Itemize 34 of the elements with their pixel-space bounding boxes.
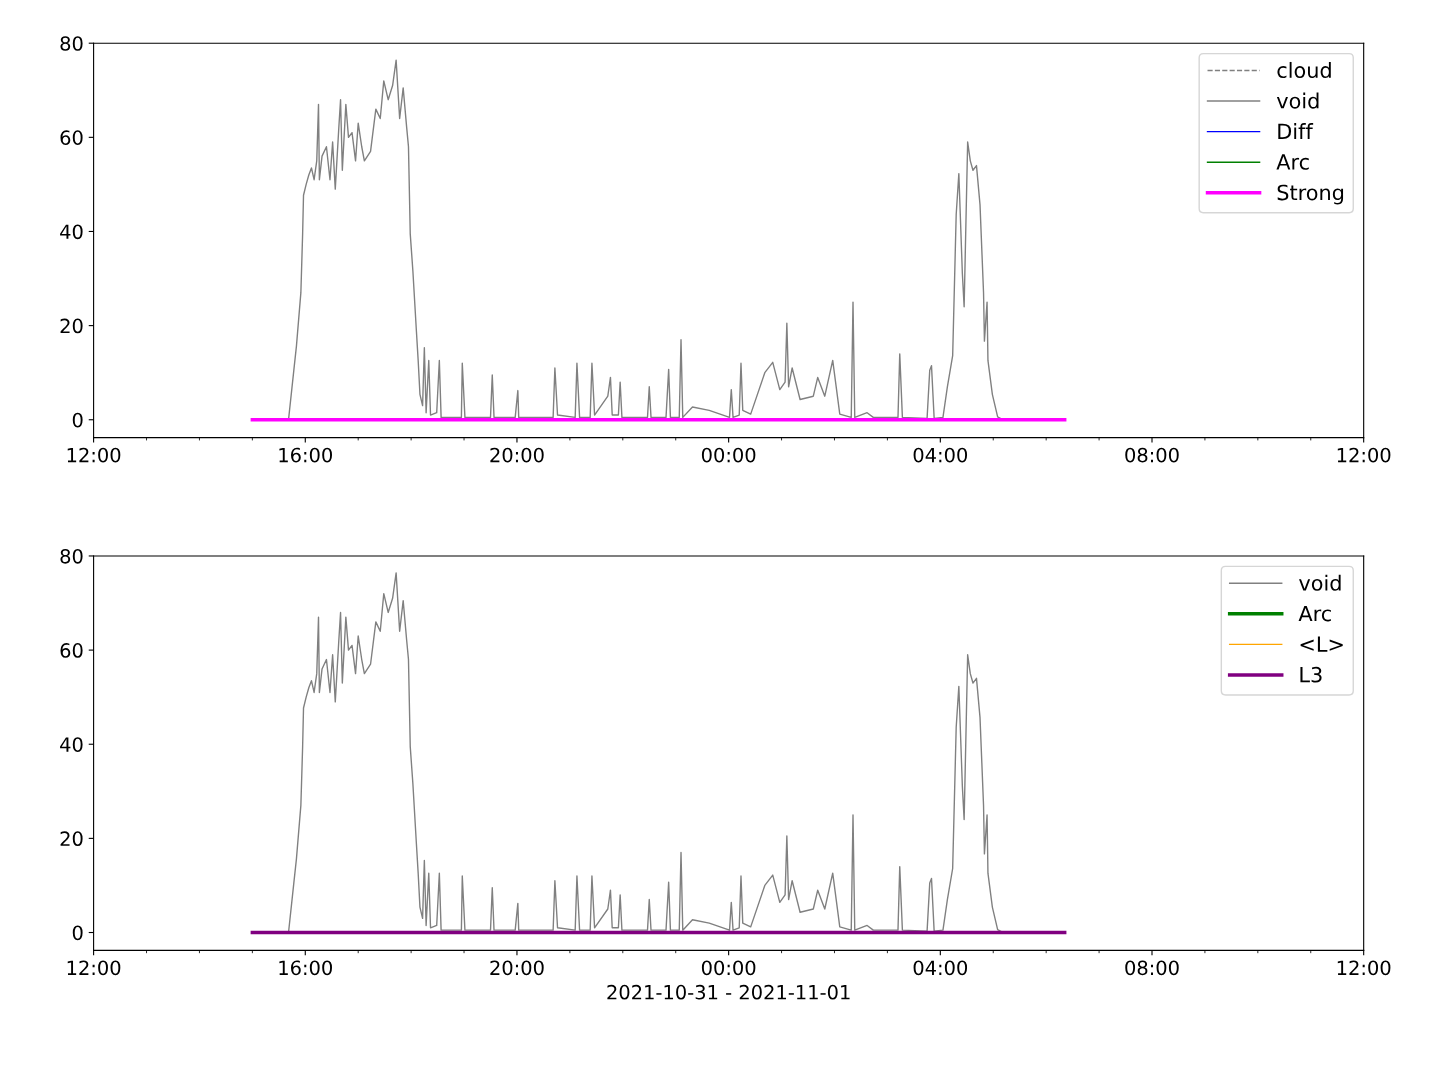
- y-tick-label: 40: [60, 224, 83, 240]
- legend-label: L3: [1300, 666, 1322, 683]
- x-tick-label: 00:00: [701, 960, 756, 976]
- x-tick-label: 08:00: [1125, 960, 1179, 976]
- x-tick-label: 16:00: [279, 447, 333, 463]
- y-tick-label: 60: [60, 643, 83, 658]
- y-tick-label: 60: [60, 130, 83, 145]
- x-tick-label: 12:00: [67, 960, 121, 976]
- legend-label: Arc: [1298, 605, 1331, 622]
- x-tick-label: 00:00: [701, 447, 756, 463]
- legend-label: <L>: [1300, 636, 1343, 652]
- y-tick-label: 20: [60, 831, 83, 847]
- x-tick-label: 16:00: [279, 960, 333, 976]
- x-tick-label: 12:00: [1337, 960, 1391, 976]
- legend-label: void: [1276, 92, 1319, 109]
- legend-label: Strong: [1277, 184, 1344, 205]
- y-tick-label: 0: [72, 925, 83, 941]
- x-tick-label: 08:00: [1125, 447, 1179, 463]
- x-tick-label: 12:00: [1337, 447, 1391, 463]
- x-tick-label: 12:00: [67, 447, 121, 463]
- x-axis-title: 2021-10-31 - 2021-11-01: [607, 984, 850, 1000]
- x-tick-label: 20:00: [490, 447, 544, 463]
- legend-label: Arc: [1276, 154, 1309, 170]
- x-tick-label: 20:00: [490, 960, 544, 976]
- legend-label: Diff: [1278, 123, 1314, 139]
- legend-label: void: [1299, 574, 1341, 591]
- x-tick-label: 04:00: [913, 447, 968, 463]
- x-tick-label: 04:00: [913, 960, 968, 976]
- y-tick-label: 40: [60, 737, 83, 752]
- legend-label: cloud: [1277, 61, 1331, 79]
- y-tick-label: 0: [72, 412, 83, 428]
- y-tick-label: 20: [60, 318, 83, 334]
- y-tick-label: 80: [60, 548, 83, 564]
- y-tick-label: 80: [60, 36, 83, 51]
